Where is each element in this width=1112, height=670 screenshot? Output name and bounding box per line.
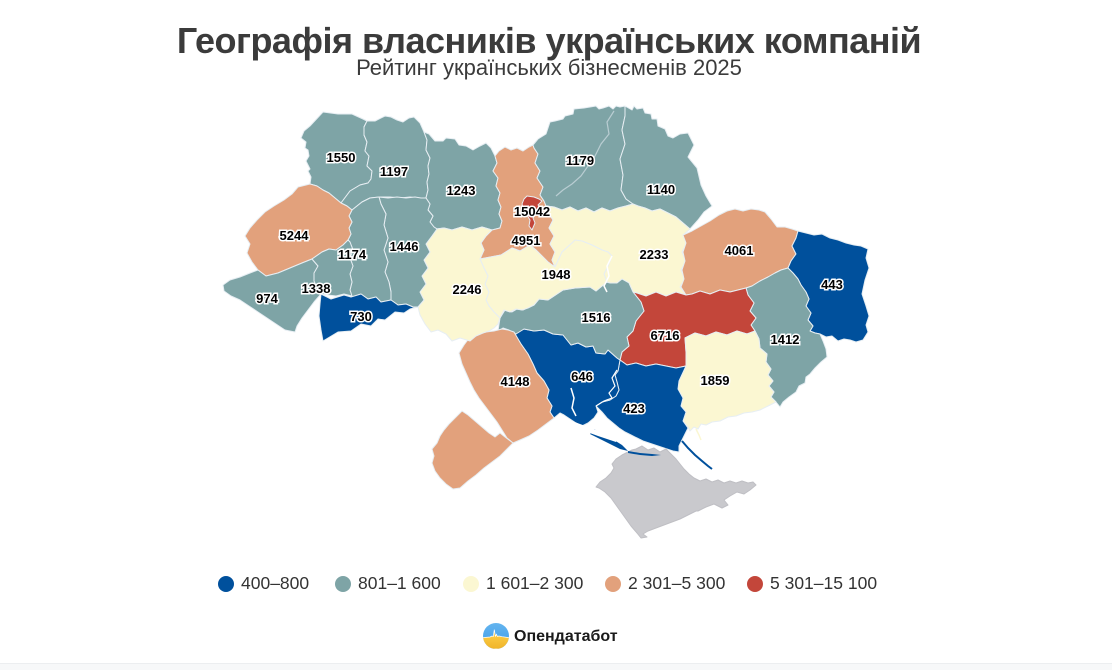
svg-text:1516: 1516 (582, 310, 611, 325)
svg-text:423: 423 (623, 401, 645, 416)
svg-text:4061: 4061 (725, 243, 754, 258)
svg-text:1174: 1174 (338, 247, 367, 262)
svg-text:1197: 1197 (380, 164, 408, 179)
svg-text:1859: 1859 (701, 373, 730, 388)
svg-text:1948: 1948 (542, 267, 571, 282)
svg-text:15042: 15042 (514, 204, 550, 219)
svg-text:1446: 1446 (390, 239, 419, 254)
svg-text:1412: 1412 (771, 332, 800, 347)
svg-text:4148: 4148 (501, 374, 530, 389)
svg-text:1338: 1338 (302, 281, 331, 296)
svg-text:443: 443 (821, 277, 843, 292)
svg-text:1179: 1179 (566, 153, 594, 168)
svg-text:1140: 1140 (647, 182, 675, 197)
svg-text:2246: 2246 (453, 282, 482, 297)
svg-text:1550: 1550 (327, 150, 356, 165)
svg-text:646: 646 (571, 369, 593, 384)
svg-text:5244: 5244 (280, 228, 310, 243)
svg-text:974: 974 (256, 291, 278, 306)
svg-text:1243: 1243 (447, 183, 476, 198)
svg-text:4951: 4951 (512, 233, 541, 248)
svg-text:730: 730 (350, 309, 372, 324)
svg-text:6716: 6716 (651, 328, 680, 343)
svg-text:2233: 2233 (640, 247, 669, 262)
